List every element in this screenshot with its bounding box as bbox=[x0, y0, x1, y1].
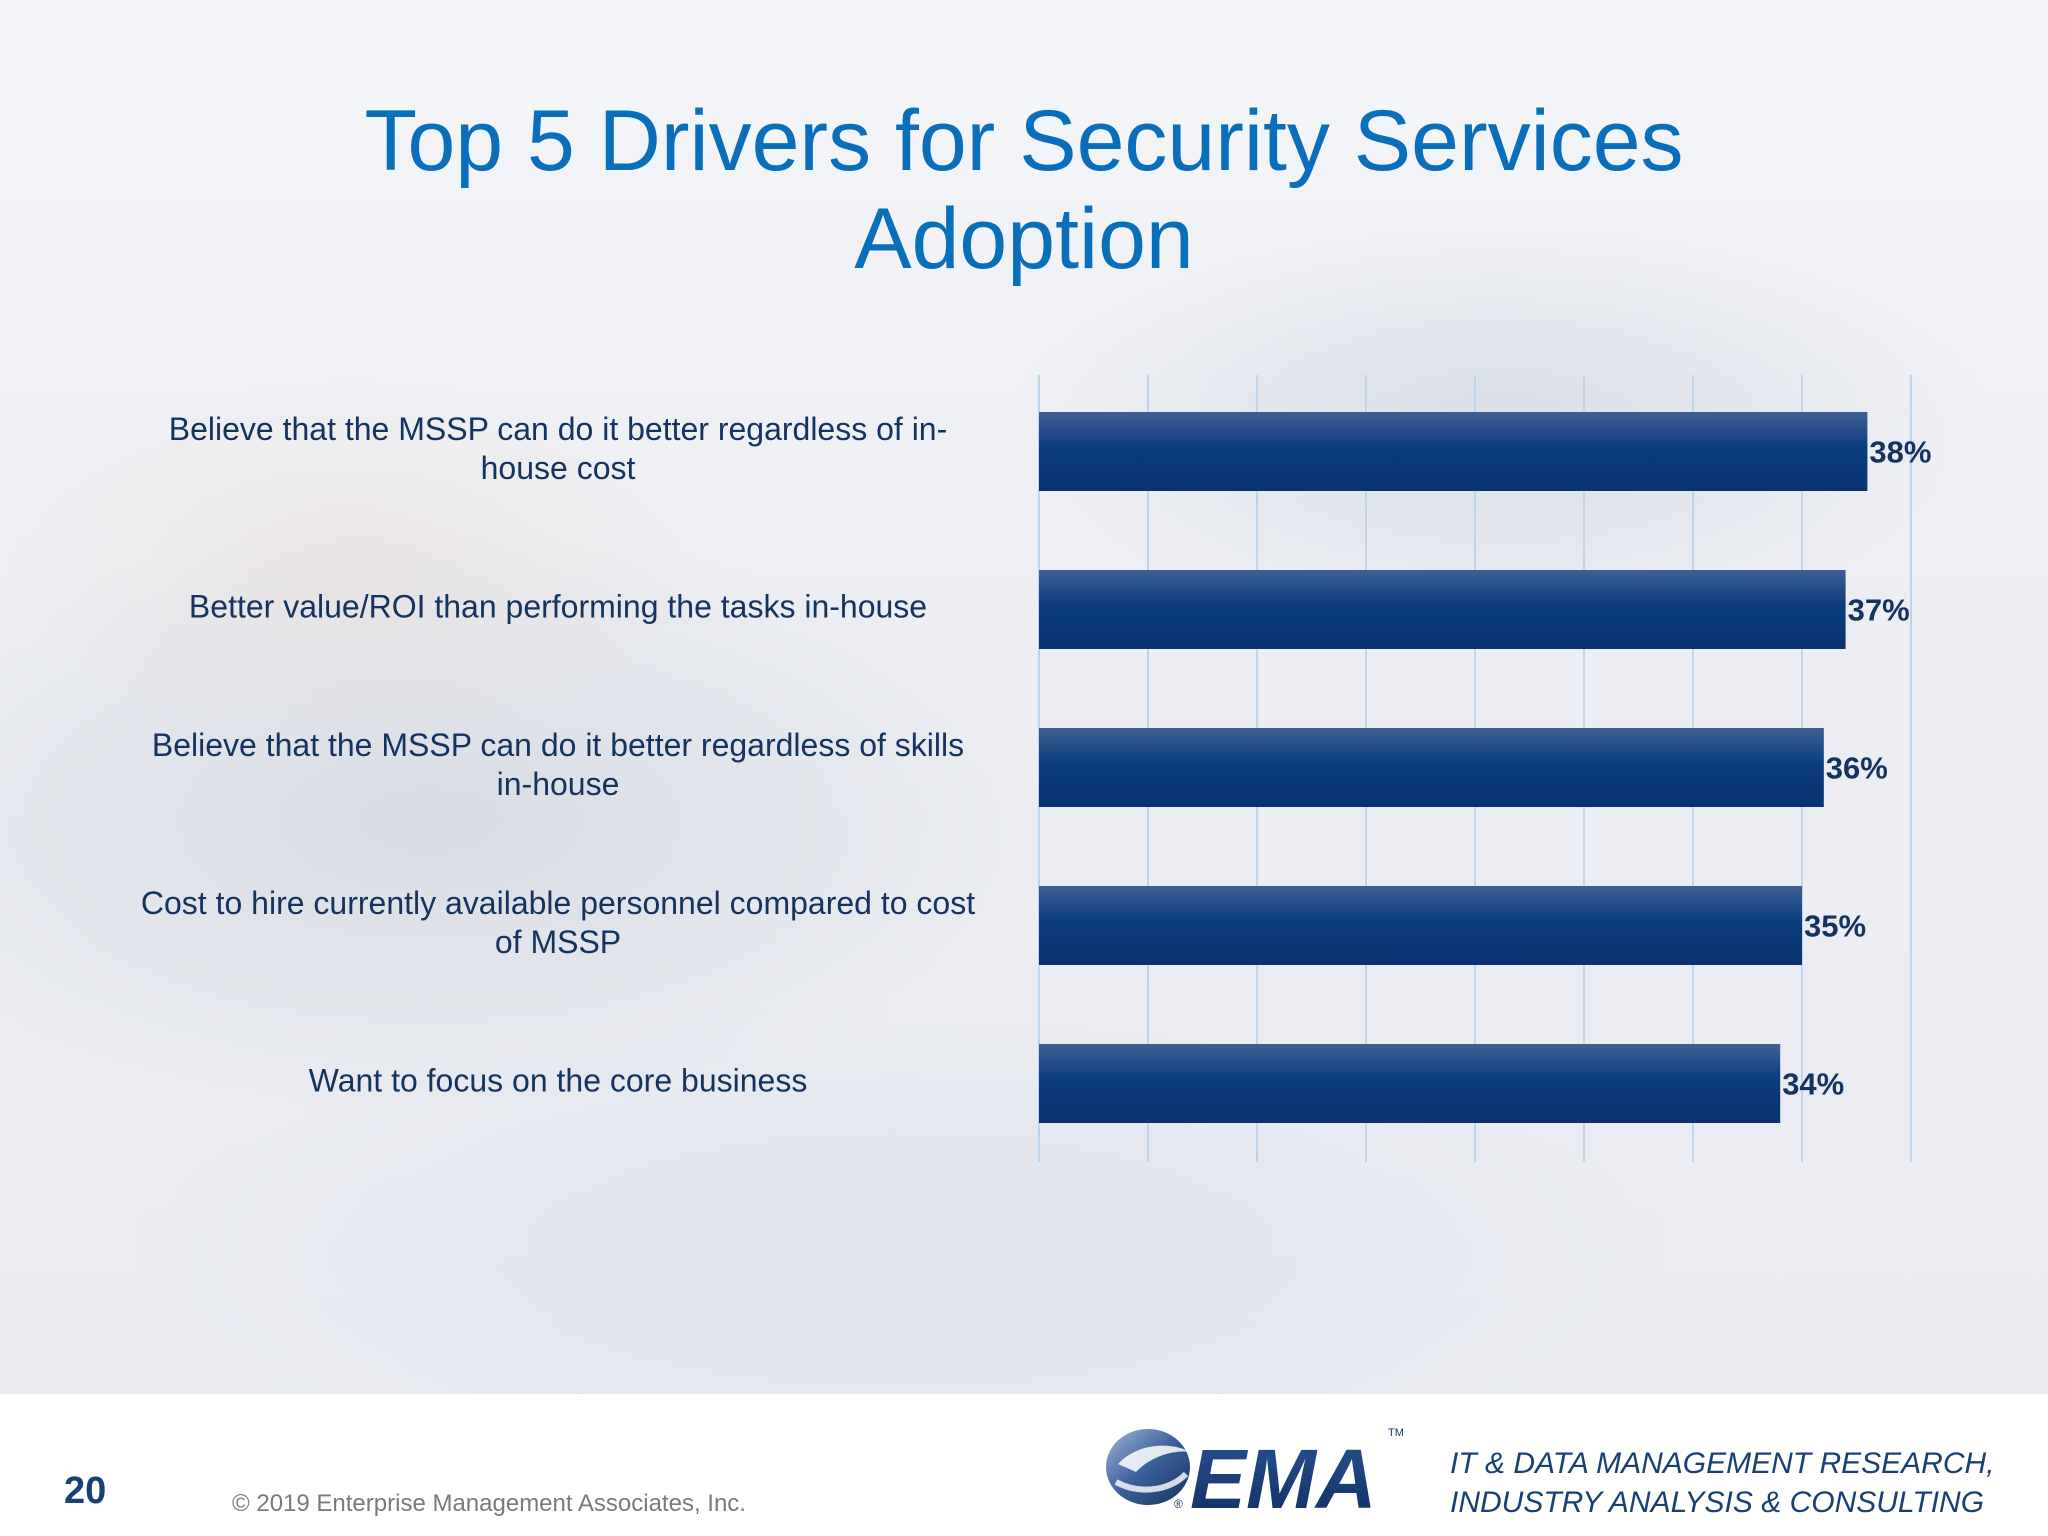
copyright-notice: © 2019 Enterprise Management Associates,… bbox=[232, 1490, 746, 1517]
slide-title: Top 5 Drivers for Security Services Adop… bbox=[224, 92, 1824, 288]
bar-4 bbox=[1039, 886, 1802, 965]
footer bbox=[0, 1394, 2048, 1536]
category-label-line: Better value/ROI than performing the tas… bbox=[188, 588, 928, 624]
data-label-4: 35% bbox=[1804, 909, 1866, 944]
page-number: 20 bbox=[64, 1470, 107, 1512]
bar-chart: 38% 37% 36% 35% 34% bbox=[1038, 375, 1931, 1162]
category-label-line: of MSSP bbox=[494, 923, 622, 960]
category-label-3: Believe that the MSSP can do it better r… bbox=[108, 726, 1008, 804]
ema-trademark: TM bbox=[1388, 1427, 1404, 1439]
category-label-line: in-house bbox=[496, 765, 620, 802]
data-label-2: 37% bbox=[1848, 593, 1910, 628]
data-label-1: 38% bbox=[1869, 435, 1931, 470]
category-label-1: Believe that the MSSP can do it better r… bbox=[108, 410, 1008, 488]
bar-5 bbox=[1039, 1044, 1781, 1123]
tagline-line-1: IT & DATA MANAGEMENT RESEARCH, bbox=[1450, 1447, 1995, 1480]
ema-globe-icon bbox=[1106, 1429, 1190, 1505]
ema-logo: ® EMA TM bbox=[1106, 1427, 1404, 1522]
bar-3 bbox=[1039, 728, 1824, 807]
category-label-2: Better value/ROI than performing the tas… bbox=[108, 587, 1008, 626]
category-label-line: Believe that the MSSP can do it better r… bbox=[151, 726, 965, 763]
category-label-line: house cost bbox=[480, 449, 636, 486]
slide-background bbox=[0, 0, 2048, 1394]
category-label-line: Believe that the MSSP can do it better r… bbox=[168, 410, 948, 447]
bar-2 bbox=[1039, 570, 1846, 649]
category-label-line: Cost to hire currently available personn… bbox=[140, 884, 976, 921]
category-label-line: Want to focus on the core business bbox=[308, 1062, 808, 1098]
category-label-5: Want to focus on the core business bbox=[108, 1061, 1008, 1100]
ema-registered-mark: ® bbox=[1174, 1497, 1183, 1511]
tagline-line-2: INDUSTRY ANALYSIS & CONSULTING bbox=[1450, 1486, 1985, 1519]
ema-logo-text: EMA bbox=[1190, 1432, 1377, 1522]
bar-1 bbox=[1039, 412, 1868, 491]
data-label-3: 36% bbox=[1826, 751, 1888, 786]
category-label-4: Cost to hire currently available personn… bbox=[108, 884, 1008, 962]
data-label-5: 34% bbox=[1782, 1067, 1844, 1102]
slide-title-line-1: Top 5 Drivers for Security Services bbox=[364, 93, 1684, 189]
company-tagline: IT & DATA MANAGEMENT RESEARCH, INDUSTRY … bbox=[1450, 1444, 2010, 1522]
slide-title-line-2: Adoption bbox=[854, 191, 1194, 287]
